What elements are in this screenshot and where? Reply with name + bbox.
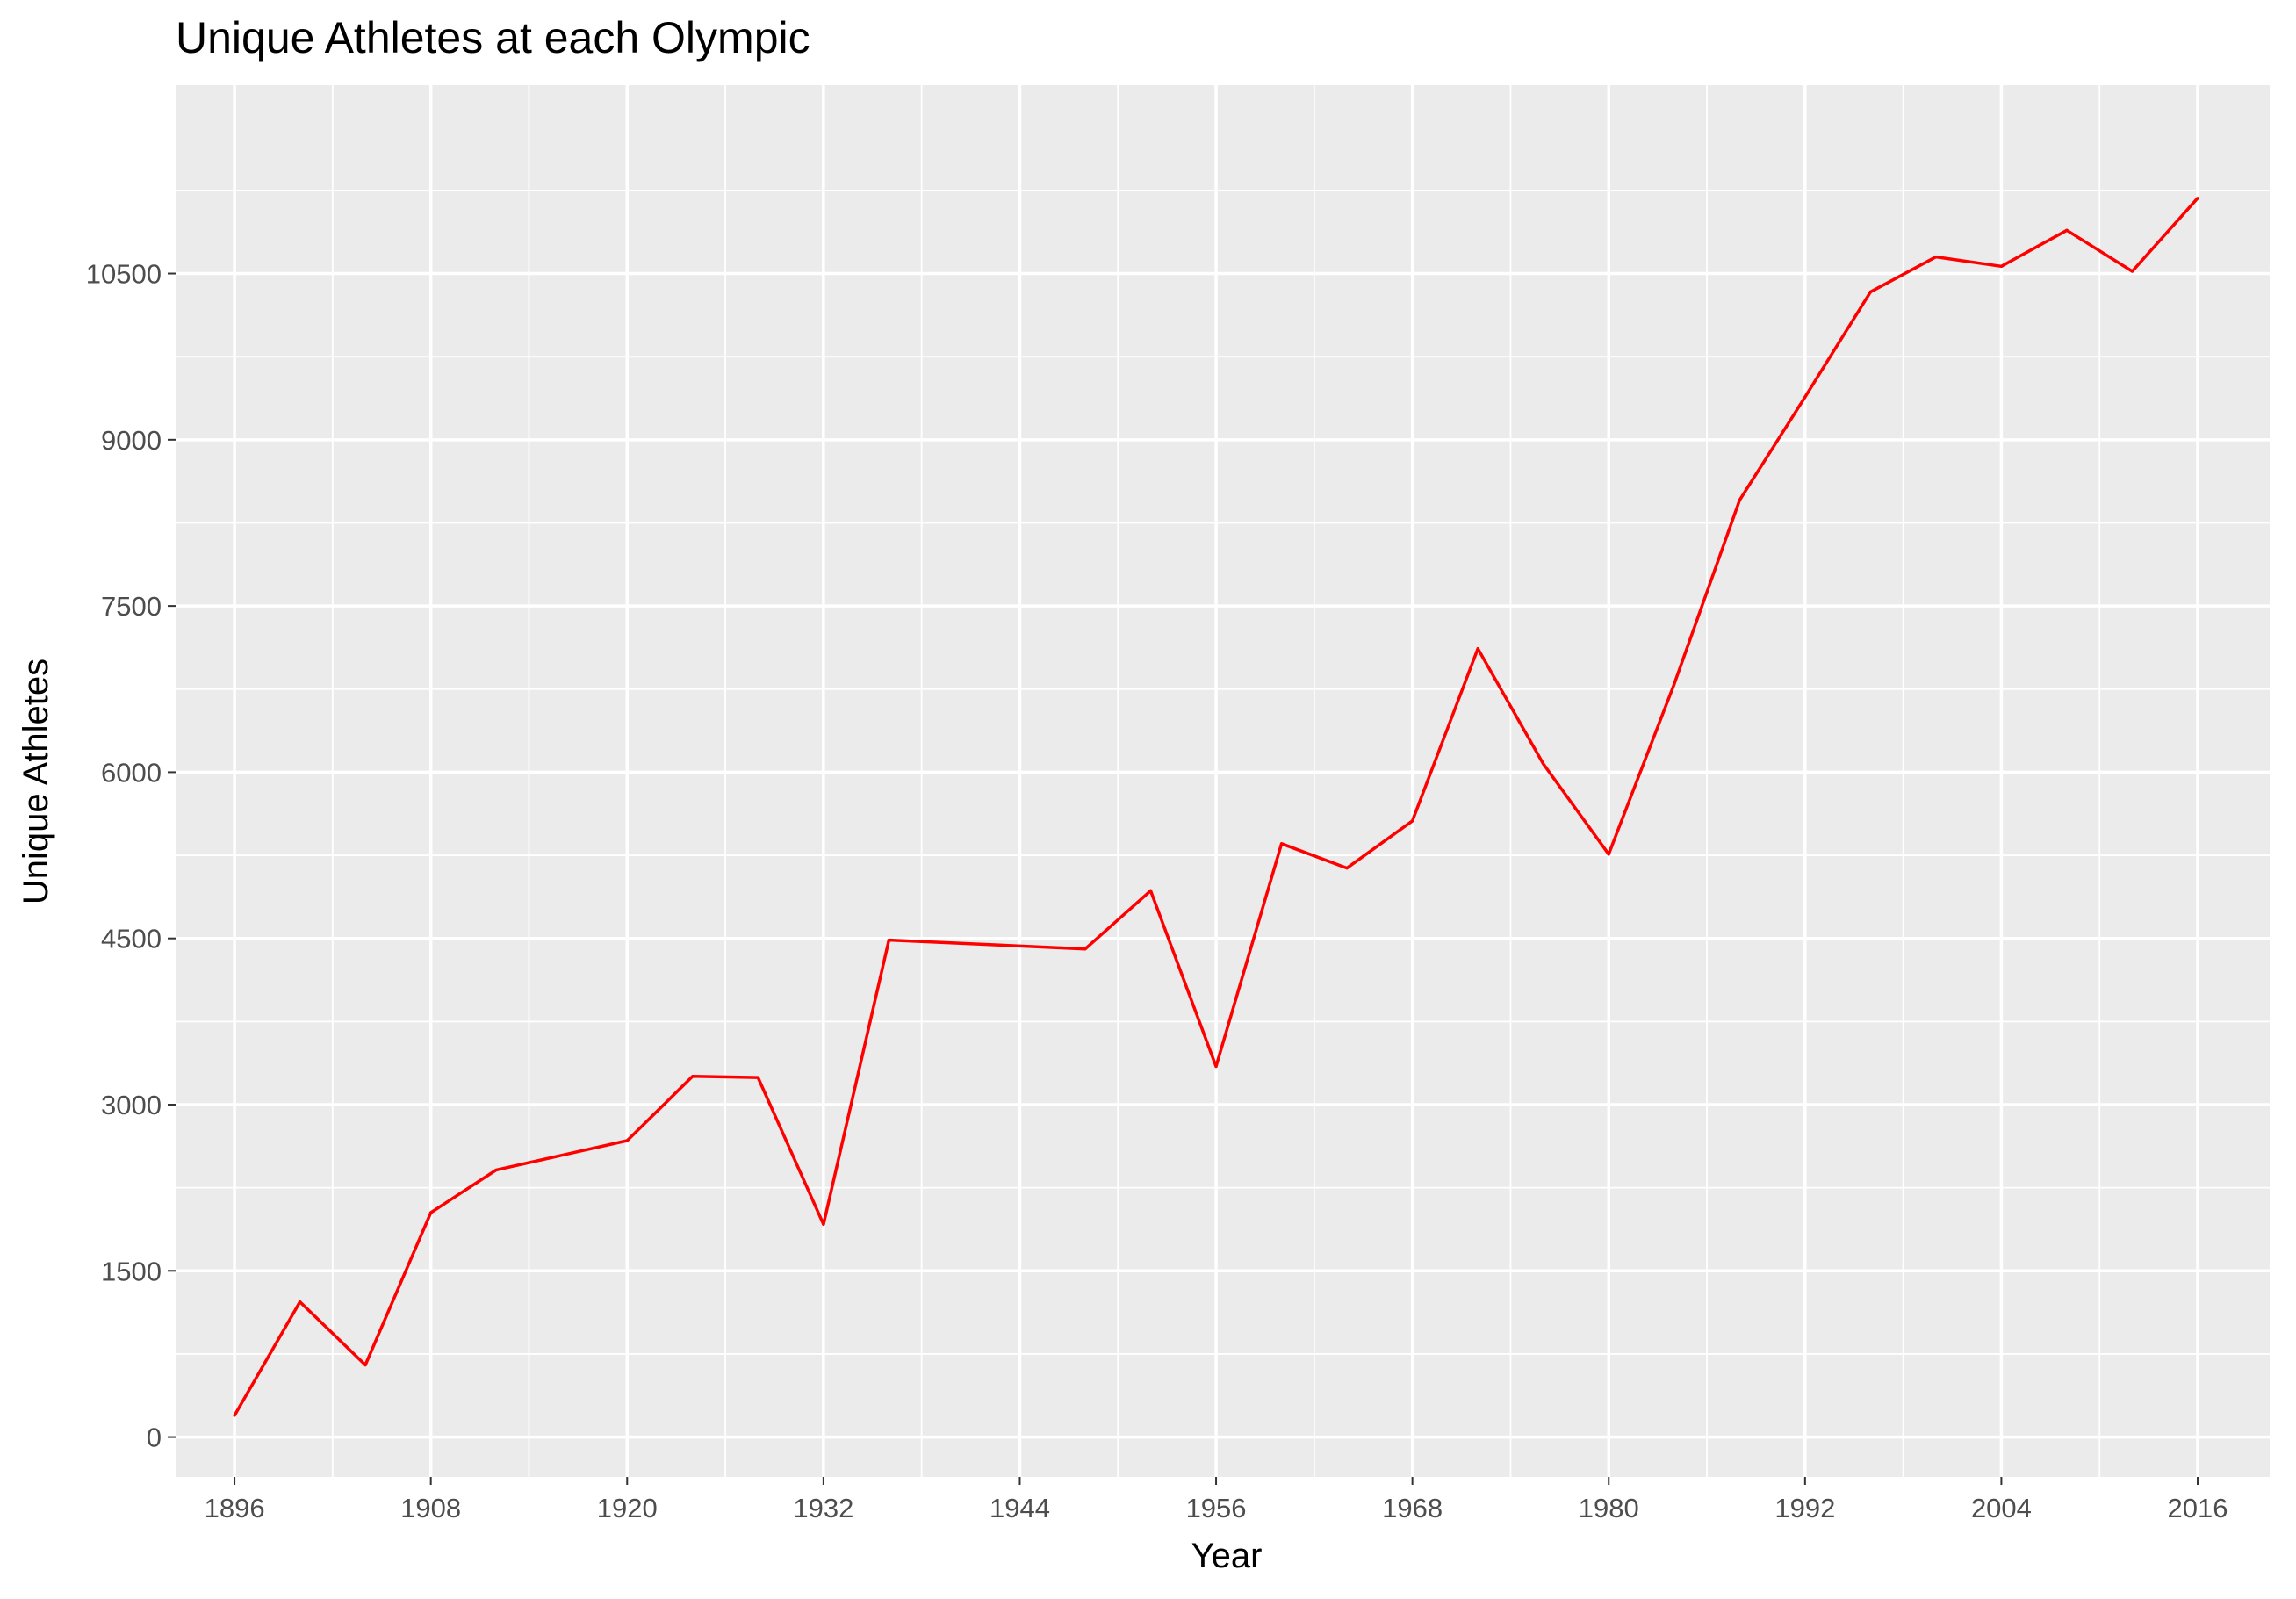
data-point xyxy=(1542,762,1545,766)
plot-panel xyxy=(176,85,2270,1477)
data-point xyxy=(1934,256,1938,259)
chart-title: Unique Athletes at each Olympic xyxy=(176,13,810,62)
y-tick-label: 10500 xyxy=(86,259,162,290)
data-point xyxy=(756,1076,759,1079)
data-point xyxy=(2196,197,2199,200)
data-point xyxy=(1214,1064,1218,1069)
x-axis-title: Year xyxy=(1191,1537,1263,1575)
series-line xyxy=(233,197,2199,1416)
data-point xyxy=(1738,498,1741,502)
data-point xyxy=(429,1211,433,1214)
y-tick-label: 9000 xyxy=(101,425,162,456)
data-point xyxy=(1345,866,1349,870)
y-axis: 0 1500 3000 4500 6000 7500 9000 10500 xyxy=(86,259,176,1453)
data-point xyxy=(1868,290,1872,293)
data-point xyxy=(233,1414,236,1417)
x-tick-label: 1956 xyxy=(1186,1493,1247,1523)
y-tick-label: 7500 xyxy=(101,591,162,622)
grid-lines xyxy=(176,85,2270,1477)
data-point xyxy=(2130,270,2134,273)
series-layer xyxy=(233,197,2199,1417)
x-tick-label: 1992 xyxy=(1774,1493,1835,1523)
data-point xyxy=(1083,947,1087,951)
x-tick-label: 1944 xyxy=(990,1493,1050,1523)
x-tick-label: 1968 xyxy=(1382,1493,1443,1523)
x-axis: 1896 1908 1920 1932 1944 1956 1968 1980 1992 2004… xyxy=(205,1477,2228,1523)
data-point xyxy=(1411,819,1414,823)
data-point xyxy=(363,1363,367,1367)
data-point xyxy=(1803,395,1807,399)
data-point xyxy=(625,1139,629,1142)
x-tick-label: 1908 xyxy=(400,1493,461,1523)
x-tick-label: 1920 xyxy=(597,1493,658,1523)
x-tick-label: 1932 xyxy=(793,1493,853,1523)
data-point xyxy=(494,1168,498,1172)
y-tick-label: 3000 xyxy=(101,1090,162,1120)
data-point xyxy=(299,1300,302,1304)
data-point xyxy=(887,938,890,942)
y-tick-label: 0 xyxy=(147,1423,162,1453)
data-point xyxy=(1476,647,1479,651)
y-tick-label: 4500 xyxy=(101,924,162,954)
data-point xyxy=(1673,682,1676,686)
data-point xyxy=(691,1075,695,1078)
y-tick-label: 1500 xyxy=(101,1256,162,1286)
y-axis-title: Unique Athletes xyxy=(17,659,55,904)
data-point xyxy=(1148,889,1153,893)
data-point xyxy=(1279,842,1284,846)
y-tick-label: 6000 xyxy=(101,757,162,788)
x-tick-label: 2016 xyxy=(2168,1493,2228,1523)
x-tick-label: 2004 xyxy=(1971,1493,2032,1523)
data-point xyxy=(1999,264,2004,268)
x-tick-label: 1980 xyxy=(1579,1493,1639,1523)
data-point xyxy=(2065,228,2069,232)
data-point xyxy=(822,1222,825,1226)
x-tick-label: 1896 xyxy=(205,1493,265,1523)
data-point xyxy=(1607,853,1610,856)
